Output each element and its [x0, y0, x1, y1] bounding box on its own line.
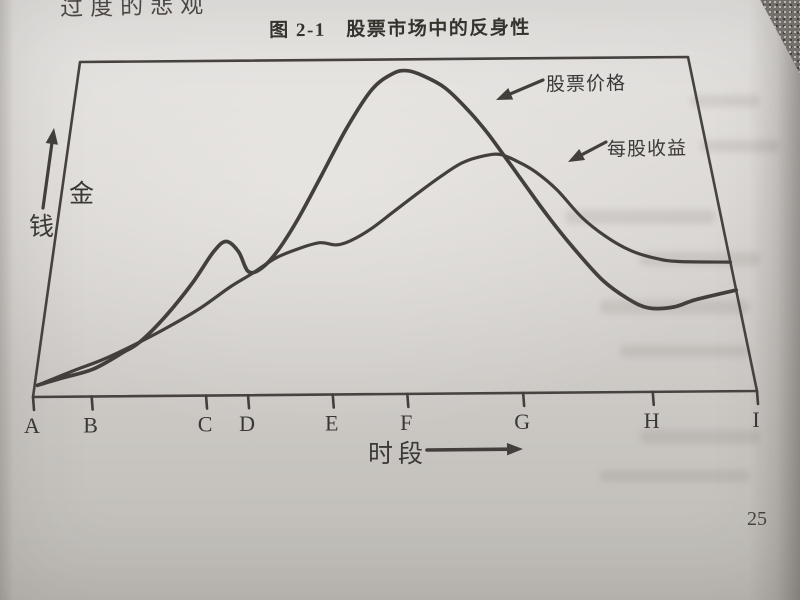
x-tick-label-E: E [325, 411, 338, 436]
x-tick-label-F: F [400, 410, 412, 435]
page-left-shading [0, 0, 14, 600]
x-tick-label-B: B [83, 413, 98, 438]
x-tick-H [651, 390, 656, 407]
x-tick-label-I: I [752, 407, 759, 432]
series-label-earnings-per-share: 每股收益 [606, 138, 688, 161]
figure-title: 图 2-1 股票市场中的反身性 [269, 17, 531, 42]
bleedthrough-smudge [700, 140, 780, 152]
plot-box-border [31, 55, 759, 399]
body-text-fragment: 过度的悲观 [59, 0, 211, 21]
stock-price-pointer-shaft [506, 78, 545, 97]
curve-stock-price [35, 68, 739, 388]
eps-pointer-shaft [577, 140, 608, 158]
x-axis-label: 时段 [368, 441, 429, 468]
y-axis-arrow-head [45, 128, 58, 145]
stock-price-pointer-head [496, 88, 514, 100]
bleedthrough-smudge [640, 430, 760, 444]
x-tick-label-D: D [239, 411, 255, 436]
page-number: 25 [747, 508, 767, 530]
bleedthrough-smudge [565, 210, 715, 224]
x-tick-D [246, 393, 251, 410]
bleedthrough-smudge [600, 470, 750, 482]
series-label-stock-price: 股票价格 [545, 73, 627, 96]
x-tick-B [90, 395, 94, 411]
curve-earnings-per-share [35, 152, 732, 387]
x-tick-F [406, 392, 410, 409]
bleedthrough-smudge [690, 95, 760, 107]
y-axis-arrow-shaft [41, 139, 54, 210]
page-right-shading [748, 0, 800, 600]
x-tick-label-H: H [644, 408, 660, 433]
x-tick-A [31, 395, 36, 412]
y-axis-label-char-bottom: 钱 [29, 214, 55, 241]
x-tick-E [331, 393, 336, 409]
x-tick-G [521, 391, 526, 408]
time-axis-arrow-head [506, 442, 523, 456]
time-axis-arrow-shaft [425, 447, 512, 452]
x-tick-label-A: A [24, 413, 40, 438]
x-tick-I [755, 389, 760, 406]
y-axis-label-char-top: 金 [69, 181, 95, 208]
eps-pointer-head [568, 149, 586, 162]
x-tick-label-G: G [514, 409, 530, 434]
bleedthrough-smudge [620, 345, 750, 357]
x-tick-C [204, 394, 209, 410]
x-tick-label-C: C [198, 412, 213, 437]
